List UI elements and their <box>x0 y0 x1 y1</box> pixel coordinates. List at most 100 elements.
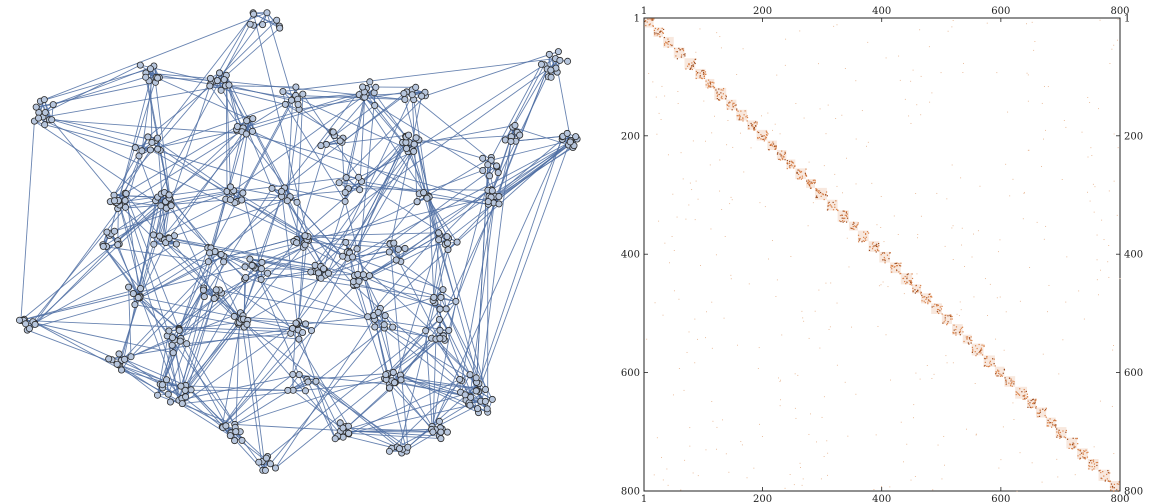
graph-node <box>437 428 445 436</box>
matrix-entry <box>929 101 931 103</box>
matrix-entry <box>880 227 882 229</box>
matrix-entry <box>989 362 991 364</box>
matrix-entry <box>1063 436 1065 438</box>
graph-edge <box>102 246 141 289</box>
matrix-entry <box>987 315 988 316</box>
matrix-entry <box>758 136 761 139</box>
matrix-entry <box>781 334 783 336</box>
matrix-entry <box>761 436 763 437</box>
matrix-entry <box>715 89 717 91</box>
matrix-entry <box>1069 444 1071 446</box>
matrix-entry <box>746 115 748 117</box>
matrix-entry <box>761 115 762 117</box>
matrix-entry <box>940 308 943 310</box>
graph-node <box>495 200 503 208</box>
matrix-entry <box>837 209 839 212</box>
graph-node <box>385 447 393 455</box>
matrix-entry <box>972 350 974 352</box>
matrix-entry <box>666 42 668 44</box>
graph-node <box>168 334 176 342</box>
matrix-entry <box>804 173 807 175</box>
graph-edge <box>344 177 359 202</box>
matrix-entry <box>873 489 875 491</box>
matrix-entry <box>944 319 946 321</box>
matrix-entry <box>684 55 686 57</box>
graph-edge <box>203 188 273 297</box>
matrix-entry <box>1106 478 1108 480</box>
diagonal-block <box>756 129 768 141</box>
graph-edge <box>295 94 405 100</box>
matrix-cells <box>644 18 1121 492</box>
matrix-entry <box>730 274 732 276</box>
graph-node <box>439 286 447 294</box>
graph-edge <box>185 265 254 386</box>
graph-edge <box>128 287 132 357</box>
graph-edge <box>151 142 238 202</box>
graph-edge <box>44 12 268 101</box>
matrix-entry <box>1053 420 1055 422</box>
matrix-entry <box>650 19 653 21</box>
matrix-entry <box>827 474 828 476</box>
matrix-entry <box>686 65 689 67</box>
matrix-entry <box>1087 156 1089 158</box>
matrix-entry <box>767 112 769 114</box>
matrix-entry <box>895 262 897 264</box>
matrix-entry <box>1088 465 1090 467</box>
graph-edge <box>170 374 300 403</box>
matrix-entry <box>939 310 941 312</box>
graph-node <box>563 129 571 137</box>
diagonal-block <box>971 343 984 356</box>
graph-edge <box>315 381 344 438</box>
matrix-entry <box>1108 480 1110 482</box>
matrix-entry <box>1002 426 1004 428</box>
graph-node <box>226 183 234 191</box>
matrix-entry <box>881 486 883 488</box>
matrix-entry <box>1045 225 1047 227</box>
graph-edge <box>125 150 143 208</box>
matrix-entry <box>812 202 814 204</box>
graph-edge <box>124 358 183 399</box>
graph-node <box>320 265 328 273</box>
matrix-entry <box>654 27 657 30</box>
graph-node <box>474 405 482 413</box>
matrix-entry <box>689 182 691 184</box>
matrix-entry <box>971 339 973 342</box>
matrix-entry <box>1109 63 1111 64</box>
graph-edge <box>49 119 247 135</box>
graph-edge <box>356 248 394 373</box>
graph-edge <box>445 196 500 310</box>
matrix-entry <box>1024 391 1026 393</box>
matrix-entry <box>1109 472 1111 474</box>
matrix-entry <box>656 437 658 439</box>
matrix-entry <box>647 18 649 20</box>
left-tick-label: 1 <box>634 14 640 25</box>
matrix-entry <box>1022 398 1024 400</box>
graph-edge <box>234 379 308 425</box>
matrix-entry <box>865 239 867 241</box>
matrix-entry <box>968 343 970 345</box>
matrix-entry <box>1107 261 1109 263</box>
graph-node <box>294 101 302 109</box>
matrix-entry <box>933 305 935 308</box>
matrix-entry <box>652 81 654 83</box>
graph-node <box>281 100 289 108</box>
matrix-entry <box>732 104 734 106</box>
matrix-entry <box>754 125 757 127</box>
graph-node <box>412 134 420 142</box>
graph-edge <box>147 80 218 138</box>
matrix-entry <box>1071 447 1073 450</box>
matrix-entry <box>984 358 986 360</box>
matrix-entry <box>920 293 922 295</box>
matrix-entry <box>1025 390 1027 393</box>
diagonal-block <box>795 168 807 180</box>
matrix-entry <box>897 234 899 235</box>
matrix-entry <box>742 118 744 120</box>
matrix-entry <box>1023 191 1025 193</box>
matrix-entry <box>1100 471 1102 474</box>
right-tick-label: 1 <box>1124 14 1130 25</box>
matrix-entry <box>794 407 796 409</box>
matrix-entry <box>819 347 821 349</box>
matrix-entry <box>1015 393 1017 396</box>
matrix-entry <box>772 141 774 143</box>
matrix-entry <box>1011 385 1013 387</box>
